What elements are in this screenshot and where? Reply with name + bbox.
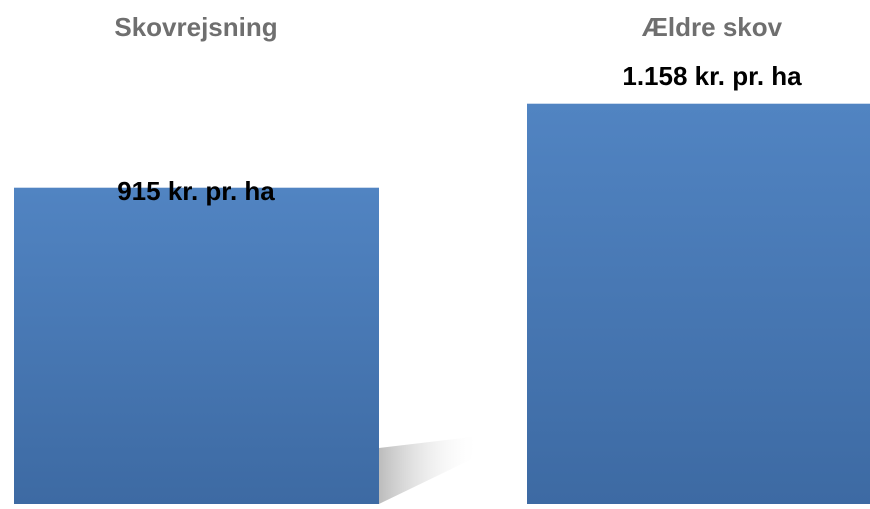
data-label-aeldre-skov: 1.158 kr. pr. ha xyxy=(622,61,802,91)
bar-skovrejsning xyxy=(14,187,379,504)
bar-aeldre-skov xyxy=(527,103,870,504)
bar-shadow xyxy=(379,436,480,504)
category-label-aeldre-skov: Ældre skov xyxy=(641,12,783,42)
category-label-skovrejsning: Skovrejsning xyxy=(114,12,278,42)
data-label-skovrejsning: 915 kr. pr. ha xyxy=(117,176,275,206)
